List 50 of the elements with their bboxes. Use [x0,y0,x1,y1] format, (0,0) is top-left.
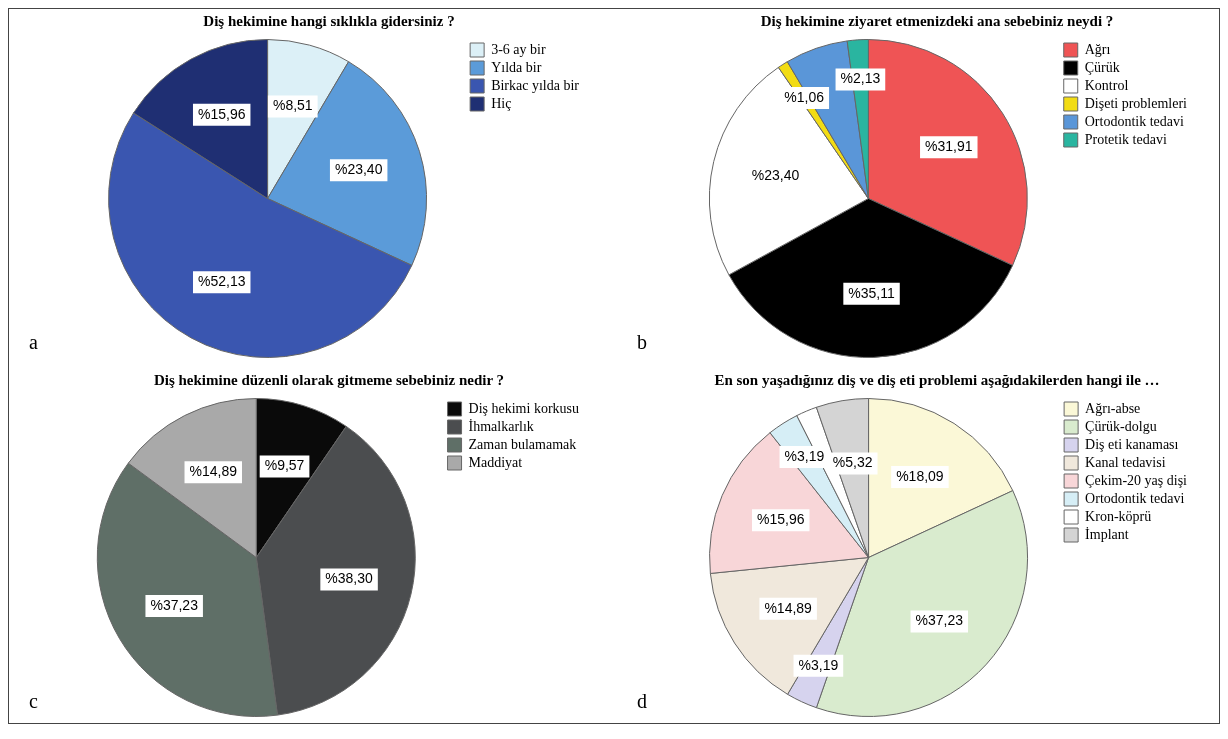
data-label: %15,96 [756,511,805,528]
chart-title: En son yaşadığınız diş ve diş eti problemi aşağıdakilerden hangi ile … [714,371,1160,388]
legend-label: Çekim-20 yaş dişi [1085,472,1188,488]
legend-label: Çürük [1084,59,1120,75]
data-label: %18,09 [896,467,944,484]
legend-label: Yılda bir [491,59,542,75]
legend-label: Diş eti kanaması [1085,436,1179,452]
chart-title: Diş hekimine hangi sıklıkla gidersiniz ? [203,12,455,29]
data-label: %23,40 [334,161,383,178]
legend-label: Protetik tedavi [1084,131,1167,147]
data-label: %37,23 [150,596,199,613]
text: a [29,331,38,354]
data-label: %2,13 [840,70,881,87]
data-label: %38,30 [325,570,374,587]
legend-label: İmplant [1085,526,1129,542]
data-label: %8,51 [272,97,313,114]
data-label: %37,23 [915,612,964,629]
data-label: %5,32 [832,454,873,471]
data-label: %52,13 [198,273,246,290]
legend-label: Ortodontik tedavi [1085,490,1185,506]
data-label: %14,89 [189,463,238,480]
legend-label: Çürük-dolgu [1085,418,1157,434]
data-label: %23,40 [751,167,800,184]
text: d [637,690,647,713]
text: c [29,690,38,713]
legend-label: Ağrı-abse [1085,400,1141,416]
legend-label: Dişeti problemleri [1084,95,1188,111]
legend-label: İhmalkarlık [468,418,534,434]
legend-label: Birkac yılda bir [491,77,580,93]
legend-label: Ağrı [1084,41,1111,57]
legend-label: Ortodontik tedavi [1084,113,1185,129]
data-label: %3,19 [798,656,839,673]
legend-label: Zaman bulamamak [468,436,577,452]
chart-title: Diş hekimine düzenli olarak gitmeme sebebiniz nedir ? [153,371,505,388]
legend-label: Hiç [491,95,512,111]
data-label: %15,96 [197,105,246,122]
text: b [637,331,647,354]
legend-label: Maddiyat [468,454,523,470]
data-label: %1,06 [784,88,825,105]
chart-title: Diş hekimine ziyaret etmenizdeki ana sebebiniz neydi ? [760,12,1114,29]
data-label: %14,89 [764,599,813,616]
data-label: %3,19 [784,447,825,464]
data-label: %35,11 [848,284,895,301]
data-label: %31,91 [925,138,973,155]
legend-label: Kron-köprü [1085,508,1152,524]
legend-label: Kanal tedavisi [1085,454,1166,470]
legend-label: 3-6 ay bir [491,41,546,57]
legend-label: Kontrol [1084,77,1129,93]
data-label: %9,57 [264,457,305,474]
legend-label: Diş hekimi korkusu [468,400,580,416]
